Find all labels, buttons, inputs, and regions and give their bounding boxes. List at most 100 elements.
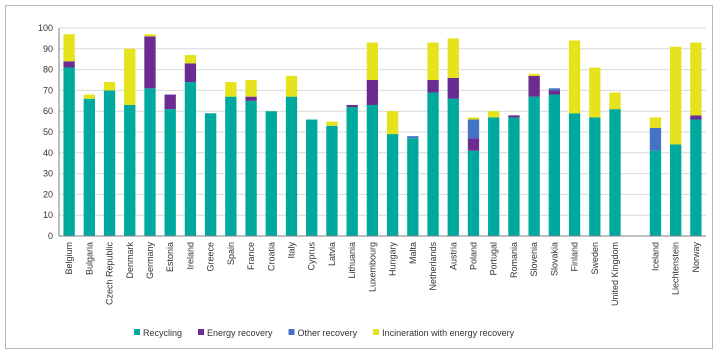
x-tick-label: Spain	[226, 242, 236, 265]
x-tick-label: France	[246, 242, 256, 270]
chart-frame: 0 10 20 30 40 50 60 70 80 90 100 Belgium Bulgaria Cz…	[5, 5, 713, 349]
bar-segment	[204, 113, 217, 236]
bar-segment	[407, 138, 419, 236]
y-tick-label-30: 30	[43, 169, 53, 179]
bar-segment	[144, 34, 156, 37]
bar-segment	[407, 136, 419, 139]
y-tick-label-10: 10	[43, 210, 53, 220]
x-tick-label: Luxembourg	[367, 242, 377, 292]
bar-segment	[245, 100, 257, 236]
bar-segment	[690, 119, 702, 236]
legend-label: Other recovery	[298, 328, 358, 338]
bar-segment	[124, 104, 136, 237]
bar-segment	[346, 104, 358, 108]
bar-segment	[568, 113, 581, 236]
bar-segment	[568, 40, 581, 114]
bar-segment	[225, 96, 237, 236]
y-tick-label-20: 20	[43, 189, 53, 199]
bar-segment	[467, 119, 480, 139]
x-tick-label: Portugal	[489, 242, 499, 276]
x-tick-label: Cyprus	[307, 242, 317, 271]
bar-segment	[265, 111, 277, 236]
bar-segment	[164, 94, 176, 110]
x-tick-label: Czech Republic	[105, 242, 115, 306]
x-tick-label: Slovakia	[549, 242, 559, 276]
x-tick-label: Romania	[509, 242, 519, 278]
x-tick-label: Finland	[570, 242, 580, 272]
bar-segment	[528, 73, 540, 76]
bar-segment	[488, 117, 500, 236]
bar-segment	[447, 98, 459, 236]
bar-segment	[326, 121, 338, 126]
bar-segment	[609, 109, 621, 236]
y-tick-label-0: 0	[48, 231, 53, 241]
bar-segment	[346, 107, 358, 236]
x-tick-label: Germany	[145, 242, 155, 280]
x-tick-label: Greece	[206, 242, 216, 272]
bar-segment	[528, 96, 540, 236]
bar-segment	[103, 90, 116, 237]
y-tick-label-80: 80	[43, 65, 53, 75]
x-tick-label: Denmark	[125, 242, 135, 279]
x-tick-label: Netherlands	[428, 242, 438, 291]
x-tick-label: Austria	[448, 242, 458, 270]
x-tick-label: Croatia	[266, 242, 276, 271]
bar-segment	[447, 38, 459, 78]
x-tick-label: Sweden	[590, 242, 600, 275]
bar-segment	[589, 117, 601, 236]
bar-segment	[103, 82, 116, 91]
bar-segment	[144, 36, 156, 89]
bar-segment	[690, 42, 702, 116]
legend: Recycling Energy recovery Other recovery In…	[134, 328, 515, 338]
bar-segment	[63, 67, 75, 236]
x-tick-label: Iceland	[650, 242, 660, 271]
legend-swatch	[288, 329, 295, 335]
bar-segment	[467, 150, 480, 236]
bar-segment	[427, 92, 439, 236]
bar-segment	[63, 34, 75, 62]
y-axis-ticks: 0 10 20 30 40 50 60 70 80 90 100	[38, 23, 53, 241]
bar-segment	[609, 92, 621, 110]
x-tick-label: United Kingdom	[610, 242, 620, 306]
bar-segment	[184, 63, 197, 83]
bar-segment	[649, 127, 662, 151]
legend-swatch	[198, 329, 205, 335]
bar-segment	[366, 42, 379, 80]
bar-segment	[508, 117, 520, 236]
bar-segment	[589, 67, 601, 118]
bar-segment	[386, 111, 399, 135]
bar-segment	[164, 109, 176, 236]
x-tick-label: Latvia	[327, 242, 337, 266]
x-tick-label: Lithuania	[347, 242, 357, 279]
bar-segment	[467, 117, 480, 120]
x-tick-label: Norway	[691, 242, 701, 273]
bar-segment	[83, 98, 95, 236]
bar-segment	[548, 88, 561, 91]
bar-segment	[124, 48, 136, 105]
bar-segment	[386, 134, 399, 236]
bar-segment	[225, 82, 237, 97]
x-tick-label: Malta	[408, 242, 418, 264]
bar-segment	[63, 61, 75, 68]
bar-segment	[488, 111, 500, 118]
x-tick-label: Hungary	[388, 242, 398, 277]
bar-segment	[467, 138, 480, 151]
legend-label: Incineration with energy recovery	[382, 328, 515, 338]
bars	[63, 34, 702, 237]
bar-segment	[690, 115, 702, 120]
bar-segment	[649, 117, 662, 128]
legend-swatch	[134, 329, 140, 335]
bar-segment	[285, 75, 298, 97]
bar-segment	[245, 96, 257, 101]
x-tick-label: Ireland	[185, 242, 195, 270]
y-tick-label-40: 40	[43, 148, 53, 158]
bar-segment	[670, 46, 682, 145]
bar-segment	[326, 125, 338, 236]
bar-segment	[649, 150, 662, 236]
y-tick-label-100: 100	[38, 23, 53, 33]
bar-segment	[427, 80, 439, 93]
bar-segment	[427, 42, 439, 80]
legend-swatch	[373, 329, 380, 335]
bar-segment	[548, 94, 561, 236]
y-tick-label-60: 60	[43, 106, 53, 116]
